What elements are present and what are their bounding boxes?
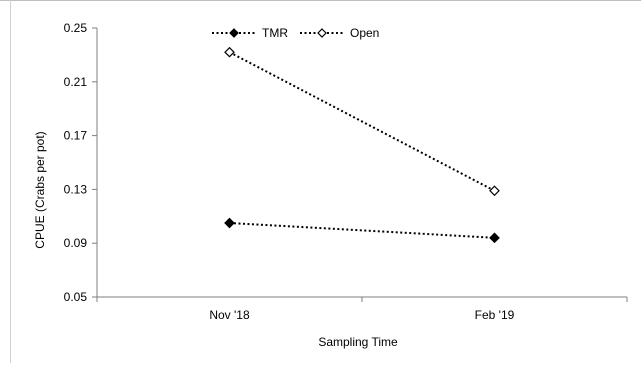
legend-marker-tmr xyxy=(229,28,239,38)
data-point-open xyxy=(489,185,500,197)
legend-marker-open xyxy=(317,28,327,38)
data-point-open xyxy=(224,46,235,58)
legend-label-tmr: TMR xyxy=(262,26,288,40)
y-tick-label: 0.13 xyxy=(64,182,88,196)
x-tick-label: Nov '18 xyxy=(209,308,250,322)
y-tick-label: 0.17 xyxy=(64,129,88,143)
series-open xyxy=(224,46,500,197)
series-layer xyxy=(224,46,500,244)
image-border-left xyxy=(10,0,11,363)
y-tick-label: 0.25 xyxy=(64,21,88,35)
series-line-tmr xyxy=(229,222,495,239)
y-axis-label: CPUE (Crabs per pot) xyxy=(33,131,47,248)
series-line-open xyxy=(229,51,495,192)
series-tmr xyxy=(224,217,500,244)
y-tick-label: 0.21 xyxy=(64,75,88,89)
image-border-top xyxy=(0,0,641,1)
data-point-tmr xyxy=(489,232,500,244)
legend-entry-tmr: TMR xyxy=(212,26,288,40)
data-point-tmr xyxy=(224,217,235,229)
y-tick-label: 0.05 xyxy=(64,290,88,304)
x-axis-label: Sampling Time xyxy=(318,335,398,349)
x-tick-label: Feb '19 xyxy=(475,308,515,322)
legend: TMR Open xyxy=(212,26,379,40)
legend-entry-open: Open xyxy=(300,26,379,40)
y-tick-label: 0.09 xyxy=(64,236,88,250)
legend-label-open: Open xyxy=(350,26,379,40)
axes: 0.05 0.09 0.13 0.17 0.21 0.25 Nov '18 Feb '19 xyxy=(64,21,628,322)
